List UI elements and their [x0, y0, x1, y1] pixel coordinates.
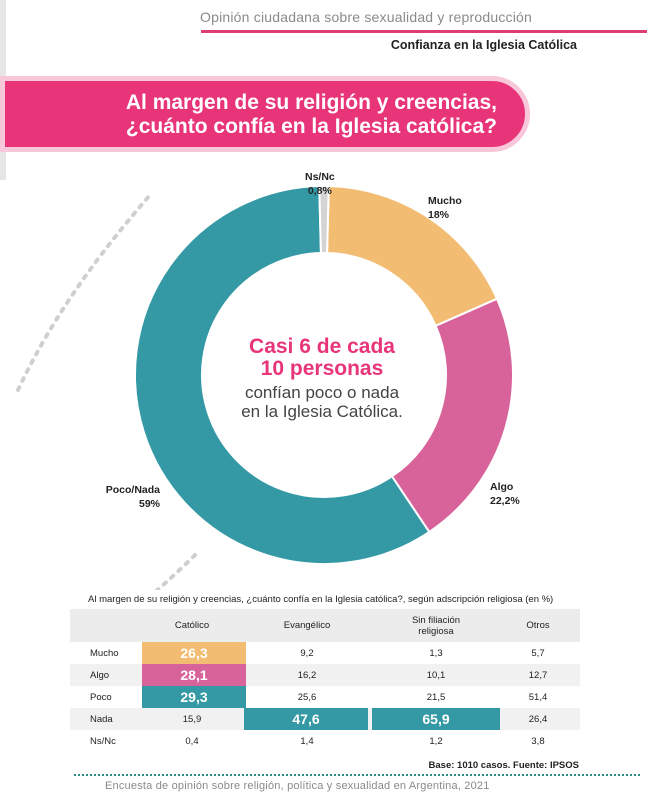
highlight-poco-catolico: 29,3	[142, 686, 246, 708]
banner-text: Al margen de su religión y creencias, ¿c…	[126, 91, 497, 139]
center-headline: Casi 6 de cada 10 personas	[222, 336, 422, 380]
col-header-sin-filiacion-line-1: Sin filiación	[411, 614, 461, 626]
table-caption: Al margen de su religión y creencias, ¿c…	[88, 594, 554, 605]
slice-label-algo: Algo 22,2%	[490, 480, 520, 508]
donut-slice-poco-nada	[134, 185, 431, 565]
section-title: Confianza en la Iglesia Católica	[390, 38, 577, 52]
donut-chart	[16, 185, 514, 590]
slice-value-poco-nada: 59%	[138, 498, 160, 510]
cell-poco-sin-filiacion: 21,5	[426, 691, 446, 703]
slice-name-algo: Algo	[490, 481, 514, 493]
tag-underline	[201, 30, 647, 33]
slice-value-algo: 22,2%	[490, 495, 520, 507]
slice-name-poco-nada: Poco/Nada	[105, 484, 160, 496]
row-label-algo: Algo	[90, 669, 110, 681]
cell-algo-otros: 12,7	[528, 669, 548, 681]
table-row-poco: Poco 25,6 21,5 51,4 29,3	[70, 686, 580, 708]
religion-table: Católico Evangélico Sin filiación religi…	[70, 609, 580, 752]
donut-slice-nsnc	[318, 185, 330, 255]
base-source-note: Base: 1010 casos. Fuente: IPSOS	[428, 760, 579, 771]
decorative-dotted-arc-bottom	[154, 553, 197, 590]
col-header-catolico: Católico	[174, 620, 210, 631]
footer-dotted-rule	[74, 774, 640, 776]
decorative-dotted-arc-top	[16, 193, 152, 392]
cell-poco-evangelico: 25,6	[297, 691, 317, 703]
footer-text: Encuesta de opinión sobre religión, polí…	[105, 780, 490, 792]
cell-mucho-evangelico: 9,2	[300, 647, 314, 659]
cell-nsnc-otros: 3,8	[531, 735, 545, 747]
highlight-nada-evangelico: 47,6	[244, 708, 368, 730]
banner-line-1: Al margen de su religión y creencias,	[125, 91, 497, 114]
row-label-poco: Poco	[90, 691, 112, 703]
cell-mucho-sin-filiacion: 1,3	[429, 647, 443, 659]
slice-name-mucho: Mucho	[428, 195, 462, 207]
cell-nsnc-sin-filiacion: 1,2	[429, 735, 443, 747]
highlight-nada-sin-filiacion: 65,9	[372, 708, 500, 730]
slice-value-mucho: 18%	[428, 209, 450, 221]
row-label-nsnc: Ns/Nc	[90, 735, 116, 747]
table-row-nada: Nada 15,9 26,4 47,6 65,9	[70, 708, 580, 730]
slice-label-poco-nada: Poco/Nada 59%	[94, 483, 160, 511]
center-subtext-line-2: en la Iglesia Católica.	[241, 402, 403, 421]
slice-label-mucho: Mucho 18%	[428, 194, 462, 222]
cell-poco-otros: 51,4	[528, 691, 548, 703]
table-row-nsnc: Ns/Nc 0,4 1,4 1,2 3,8	[70, 730, 580, 752]
highlight-mucho-catolico: 26,3	[142, 642, 246, 664]
donut-slice-algo	[390, 297, 514, 534]
col-header-sin-filiacion-line-2: religiosa	[418, 625, 454, 637]
donut-slice-mucho	[326, 185, 499, 328]
page-tag: Opinión ciudadana sobre sexualidad y rep…	[200, 9, 533, 25]
center-headline-line-2: 10 personas	[260, 357, 384, 380]
col-header-otros: Otros	[526, 620, 550, 631]
slice-name-nsnc: Ns/Nc	[305, 171, 335, 183]
row-label-nada: Nada	[90, 713, 113, 725]
cell-nsnc-catolico: 0,4	[185, 735, 199, 747]
highlight-algo-catolico: 28,1	[142, 664, 246, 686]
slice-label-nsnc: Ns/Nc 0,8%	[305, 170, 335, 198]
cell-nada-catolico: 15,9	[182, 713, 202, 725]
center-subtext-line-1: confían poco o nada	[244, 383, 400, 402]
table-header-row: Católico Evangélico Sin filiación religi…	[70, 609, 580, 642]
banner-line-2: ¿cuánto confía en la Iglesia católica?	[125, 115, 497, 138]
cell-nsnc-evangelico: 1,4	[300, 735, 314, 747]
col-header-sin-filiacion: Sin filiación religiosa	[372, 609, 500, 642]
center-headline-line-1: Casi 6 de cada	[249, 335, 395, 358]
table-row-algo: Algo 16,2 10,1 12,7 28,1	[70, 664, 580, 686]
table-row-mucho: Mucho 9,2 1,3 5,7 26,3	[70, 642, 580, 664]
cell-algo-evangelico: 16,2	[297, 669, 317, 681]
question-banner: Al margen de su religión y creencias, ¿c…	[0, 76, 530, 152]
header-corner	[70, 609, 142, 642]
cell-nada-otros: 26,4	[528, 713, 548, 725]
center-subtext: confían poco o nada en la Iglesia Católi…	[212, 383, 432, 421]
col-header-evangelico: Evangélico	[283, 620, 331, 631]
row-label-mucho: Mucho	[90, 647, 119, 659]
cell-algo-sin-filiacion: 10,1	[426, 669, 446, 681]
slice-value-nsnc: 0,8%	[307, 185, 332, 197]
cell-mucho-otros: 5,7	[531, 647, 545, 659]
